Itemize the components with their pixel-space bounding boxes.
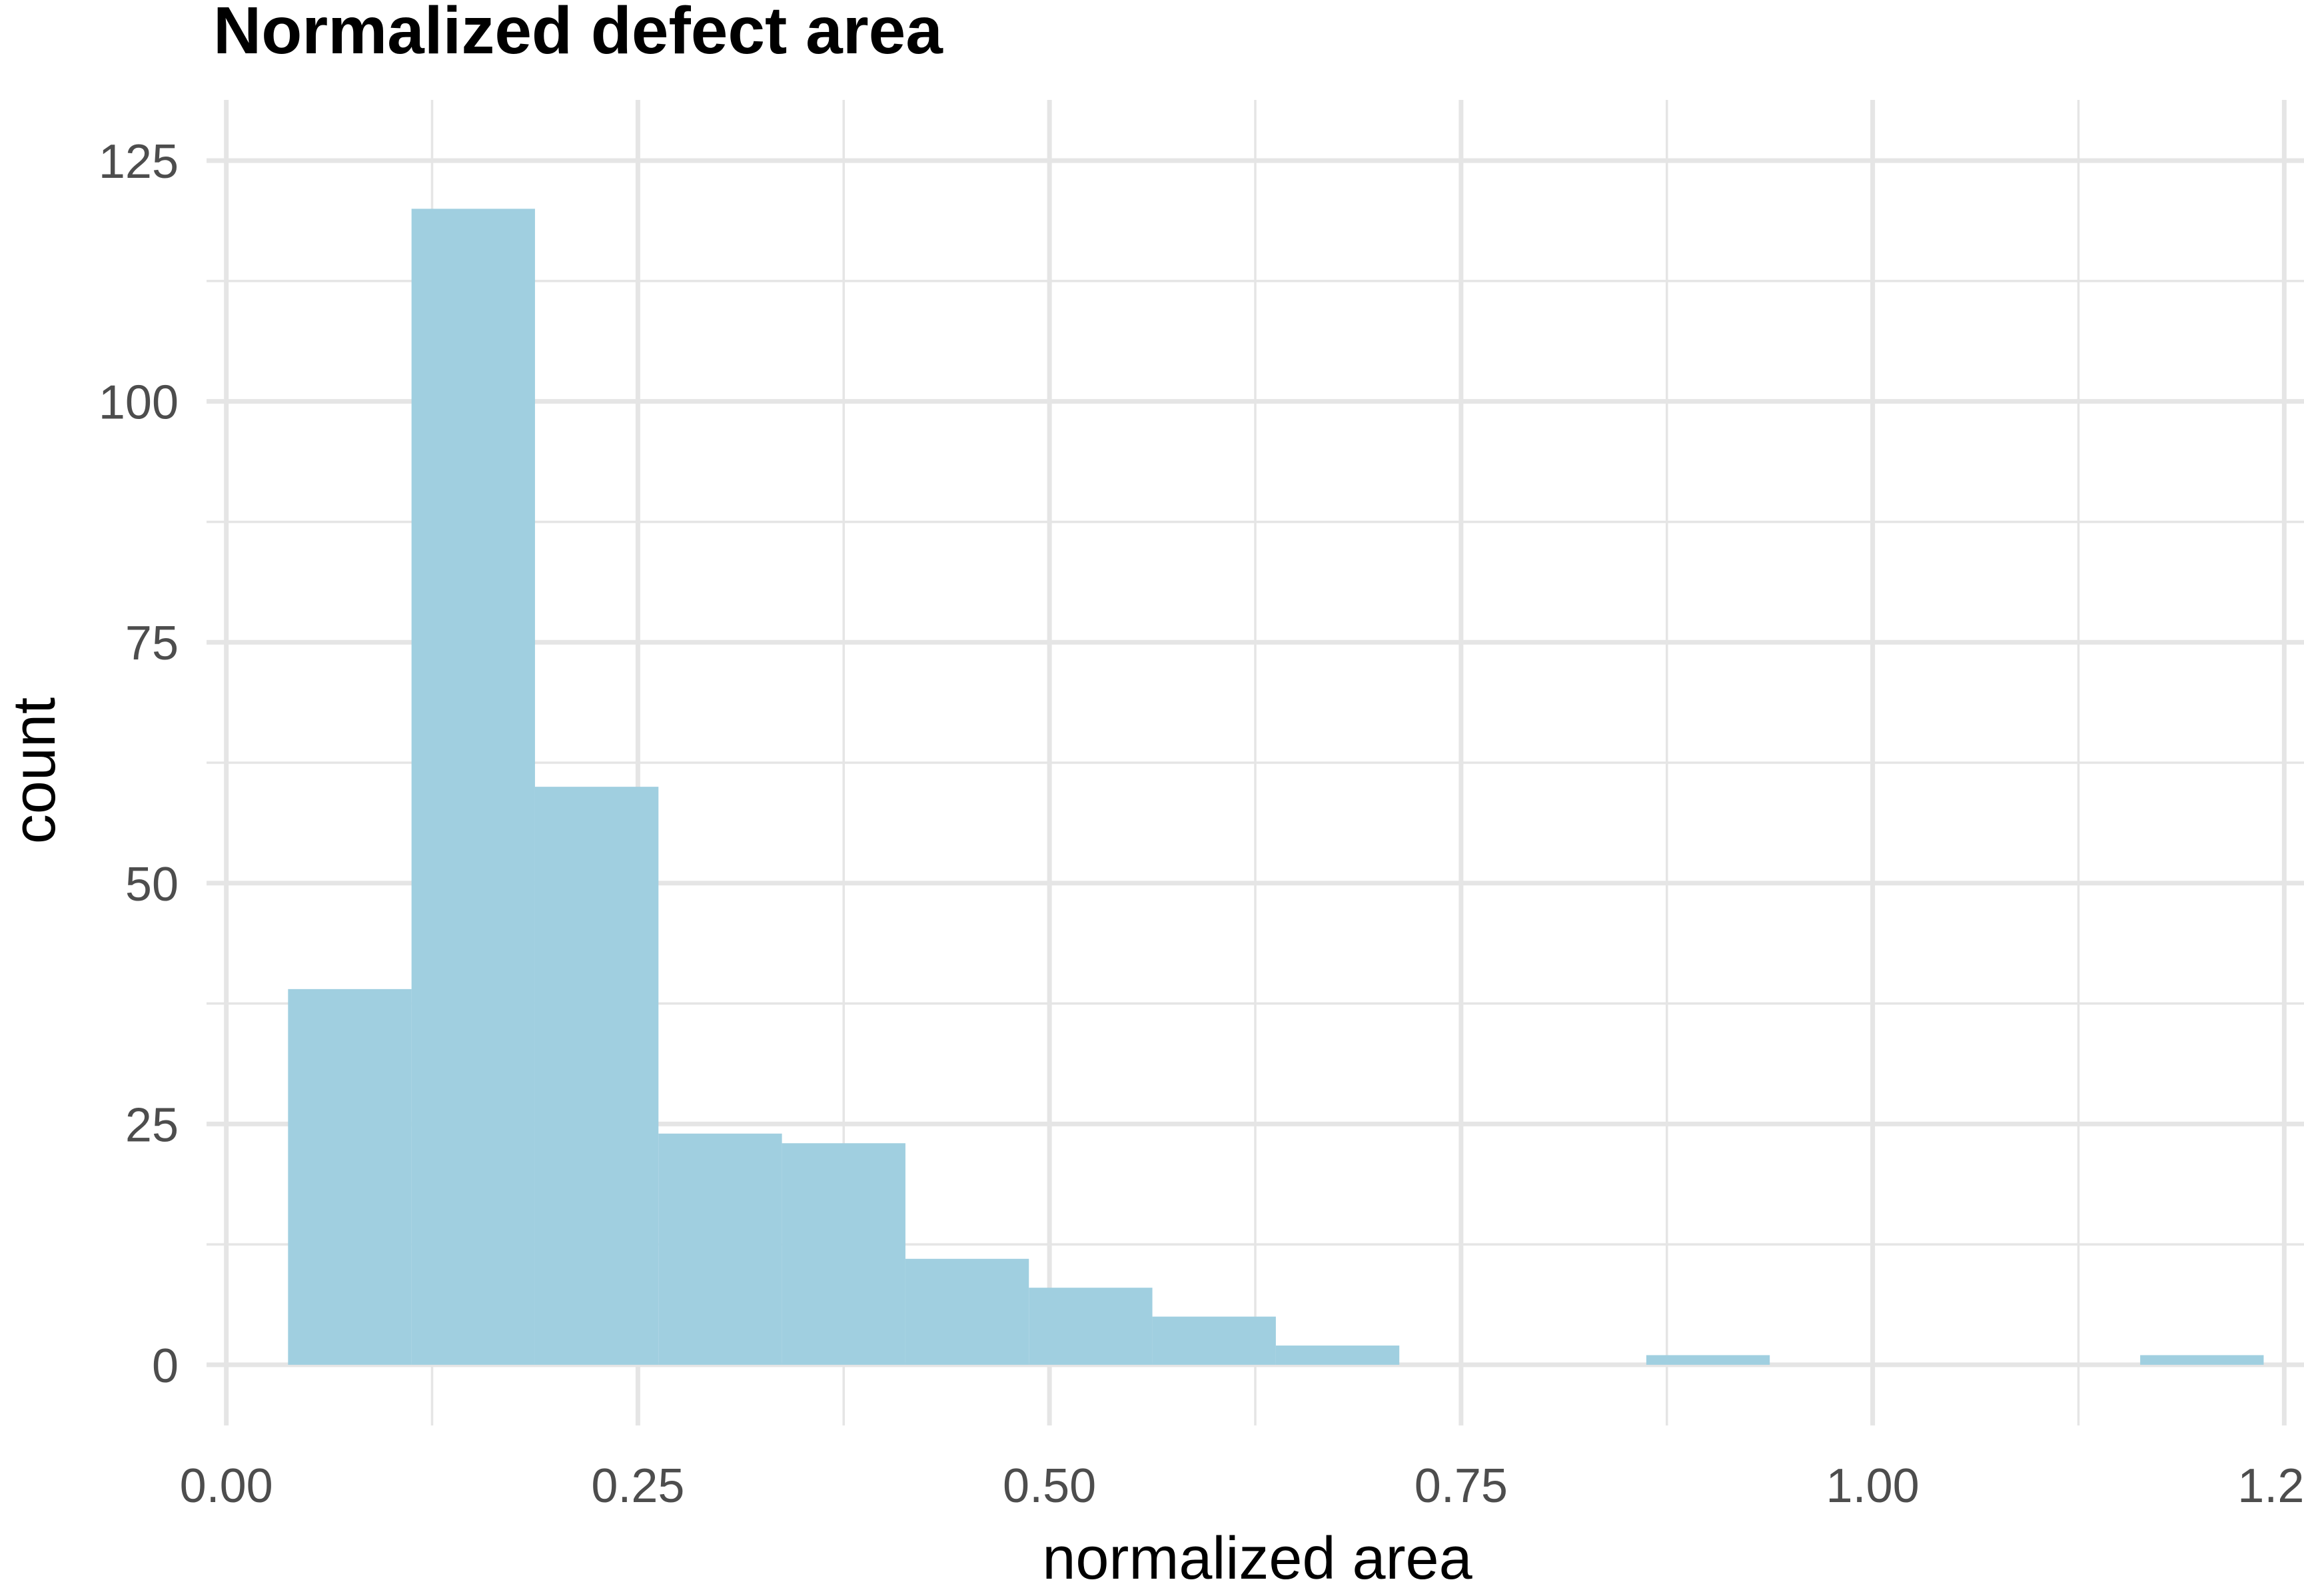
histogram-bar [2140,1355,2264,1365]
x-axis-title: normalized area [1042,1525,1472,1592]
histogram-bar [534,787,659,1365]
y-tick-label: 50 [125,858,179,911]
x-tick-label: 1.00 [1826,1459,1920,1513]
histogram-bar [905,1258,1029,1365]
histogram-bar [782,1143,905,1365]
x-tick-label: 0.50 [1003,1459,1096,1513]
y-tick-label: 75 [125,617,179,670]
y-tick-label: 0 [152,1340,179,1393]
histogram-bar [1152,1316,1276,1365]
y-tick-label: 25 [125,1098,179,1152]
x-tick-label: 0.00 [180,1459,273,1513]
histogram-bar [658,1133,782,1365]
axis-tick-labels: 0.00 0.25 0.50 0.75 1.00 1.25 0 25 50 75 100 125 [99,135,2304,1513]
y-tick-label: 100 [99,376,179,430]
histogram-bar [288,989,412,1365]
gridlines [207,100,2304,1425]
histogram-bar [1029,1288,1153,1365]
x-tick-label: 0.75 [1415,1459,1508,1513]
y-axis-title: count [1,697,68,844]
y-tick-label: 125 [99,135,179,189]
chart-title: Normalized defect area [213,0,943,68]
histogram-bars [288,208,2264,1365]
x-tick-label: 0.25 [591,1459,684,1513]
histogram-bar [1646,1355,1770,1365]
histogram-bar [411,208,535,1365]
histogram-bar [1275,1345,1400,1365]
x-tick-label: 1.25 [2237,1459,2304,1513]
